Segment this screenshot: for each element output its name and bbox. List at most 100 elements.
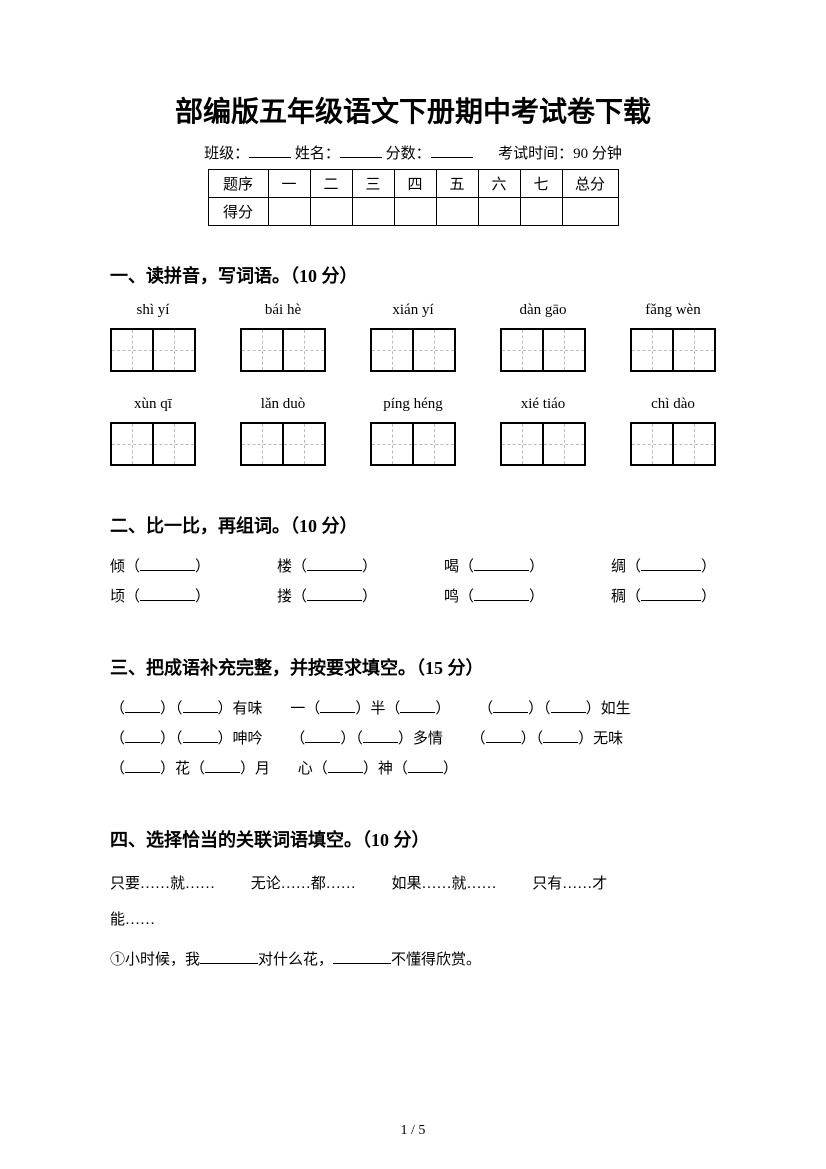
score-th-3: 三	[352, 170, 394, 198]
q4-heading: 四、选择恰当的关联词语填空。（10 分）	[110, 826, 716, 852]
q4-word-4: 只有……才	[532, 866, 607, 902]
q3-heading: 三、把成语补充完整，并按要求填空。（15 分）	[110, 654, 716, 680]
score-table-header-row: 题序 一 二 三 四 五 六 七 总分	[208, 170, 618, 198]
tianzi-box	[370, 328, 456, 372]
q1-block: 一、读拼音，写词语。（10 分） shì yí bái hè xián yí d…	[110, 262, 716, 470]
score-th-4: 四	[394, 170, 436, 198]
q1-pinyin-5: fǎng wèn	[630, 302, 716, 322]
score-td-8	[562, 198, 618, 226]
q3-chunk-2: 一（）半（）	[290, 694, 450, 724]
meta-line: 班级： 姓名： 分数： 考试时间：90 分钟	[110, 142, 716, 163]
q1-item-10: chì dào	[630, 396, 716, 470]
class-blank	[249, 144, 291, 158]
q3-chunk-5: （）（）多情	[290, 724, 443, 754]
score-td-label: 得分	[208, 198, 268, 226]
score-td-6	[478, 198, 520, 226]
exam-time-label: 考试时间：	[498, 146, 573, 162]
q1-pinyin-1: shì yí	[110, 302, 196, 322]
score-th-6: 六	[478, 170, 520, 198]
tianzi-box	[370, 422, 456, 466]
tianzi-box	[630, 422, 716, 466]
class-label: 班级：	[204, 146, 249, 162]
tianzi-box	[110, 422, 196, 466]
q1-pinyin-3: xián yí	[370, 302, 456, 322]
q3-chunk-6: （）（）无味	[471, 724, 624, 754]
q2-heading: 二、比一比，再组词。（10 分）	[110, 512, 716, 538]
q3-chunk-1: （）（）有味	[110, 694, 263, 724]
q2-line-2: 顷（） 搂（） 鸣（） 稠（）	[110, 582, 716, 612]
score-td-1	[268, 198, 310, 226]
q1-item-7: lǎn duò	[240, 396, 326, 470]
score-th-1: 一	[268, 170, 310, 198]
q3-line-1: （）（）有味 一（）半（） （）（）如生	[110, 694, 716, 724]
score-th-5: 五	[436, 170, 478, 198]
q1-item-3: xián yí	[370, 302, 456, 376]
tianzi-box	[500, 328, 586, 372]
q1-item-8: píng héng	[370, 396, 456, 470]
q1-pinyin-7: lǎn duò	[240, 396, 326, 416]
score-td-7	[520, 198, 562, 226]
q1-heading: 一、读拼音，写词语。（10 分）	[110, 262, 716, 288]
q1-row2: xùn qī lǎn duò píng héng xié tiáo chì dà…	[110, 396, 716, 470]
page-footer: 1 / 5	[0, 1123, 826, 1139]
q2-block: 二、比一比，再组词。（10 分） 倾（） 楼（） 喝（） 绸（） 顷（） 搂（）…	[110, 512, 716, 612]
q1-item-2: bái hè	[240, 302, 326, 376]
name-blank	[340, 144, 382, 158]
q1-item-1: shì yí	[110, 302, 196, 376]
score-td-3	[352, 198, 394, 226]
tianzi-box	[240, 328, 326, 372]
tianzi-box	[240, 422, 326, 466]
score-table: 题序 一 二 三 四 五 六 七 总分 得分	[208, 169, 619, 226]
exam-time-value: 90 分钟	[573, 146, 622, 162]
q3-line-2: （）（）呻吟 （）（）多情 （）（）无味	[110, 724, 716, 754]
q2-item-3: 喝（）	[444, 552, 544, 582]
q4-words-line2: 能……	[110, 902, 716, 938]
score-table-value-row: 得分	[208, 198, 618, 226]
q2-item-4: 绸（）	[611, 552, 716, 582]
q1-item-4: dàn gāo	[500, 302, 586, 376]
q4-word-2: 无论……都……	[251, 866, 356, 902]
q2-item-5: 顷（）	[110, 582, 210, 612]
q4-s1-pre: ①小时候，我	[110, 952, 200, 968]
tianzi-box	[500, 422, 586, 466]
score-label: 分数：	[386, 146, 431, 162]
q4-word-3: 如果……就……	[392, 866, 497, 902]
score-th-8: 总分	[562, 170, 618, 198]
q1-pinyin-8: píng héng	[370, 396, 456, 416]
q4-sentence-1: ①小时候，我 对什么花， 不懂得欣赏。	[110, 944, 716, 977]
q4-word-1: 只要……就……	[110, 866, 215, 902]
score-td-5	[436, 198, 478, 226]
q4-words-line1: 只要……就…… 无论……都…… 如果……就…… 只有……才	[110, 866, 716, 902]
q4-s1-blank2	[333, 951, 391, 964]
q1-item-9: xié tiáo	[500, 396, 586, 470]
q3-chunk-8: 心（）神（）	[298, 754, 458, 784]
q4-s1-mid: 对什么花，	[258, 952, 333, 968]
q3-chunk-4: （）（）呻吟	[110, 724, 263, 754]
q1-item-5: fǎng wèn	[630, 302, 716, 376]
q4-block: 四、选择恰当的关联词语填空。（10 分） 只要……就…… 无论……都…… 如果……	[110, 826, 716, 977]
q2-item-8: 稠（）	[611, 582, 716, 612]
q4-s1-suf: 不懂得欣赏。	[391, 952, 481, 968]
q1-pinyin-10: chì dào	[630, 396, 716, 416]
q1-row1: shì yí bái hè xián yí dàn gāo fǎng wèn	[110, 302, 716, 376]
q2-item-2: 楼（）	[277, 552, 377, 582]
q3-line-3: （）花（）月 心（）神（）	[110, 754, 716, 784]
q2-item-6: 搂（）	[277, 582, 377, 612]
page-title: 部编版五年级语文下册期中考试卷下载	[110, 90, 716, 130]
q1-pinyin-2: bái hè	[240, 302, 326, 322]
score-th-2: 二	[310, 170, 352, 198]
q3-block: 三、把成语补充完整，并按要求填空。（15 分） （）（）有味 一（）半（） （）…	[110, 654, 716, 784]
score-blank	[431, 144, 473, 158]
tianzi-box	[110, 328, 196, 372]
q1-item-6: xùn qī	[110, 396, 196, 470]
q3-chunk-3: （）（）如生	[478, 694, 631, 724]
q1-pinyin-9: xié tiáo	[500, 396, 586, 416]
q2-item-7: 鸣（）	[444, 582, 544, 612]
q3-chunk-7: （）花（）月	[110, 754, 270, 784]
score-td-4	[394, 198, 436, 226]
q2-item-1: 倾（）	[110, 552, 210, 582]
tianzi-box	[630, 328, 716, 372]
q4-s1-blank1	[200, 951, 258, 964]
score-th-0: 题序	[208, 170, 268, 198]
q1-pinyin-4: dàn gāo	[500, 302, 586, 322]
